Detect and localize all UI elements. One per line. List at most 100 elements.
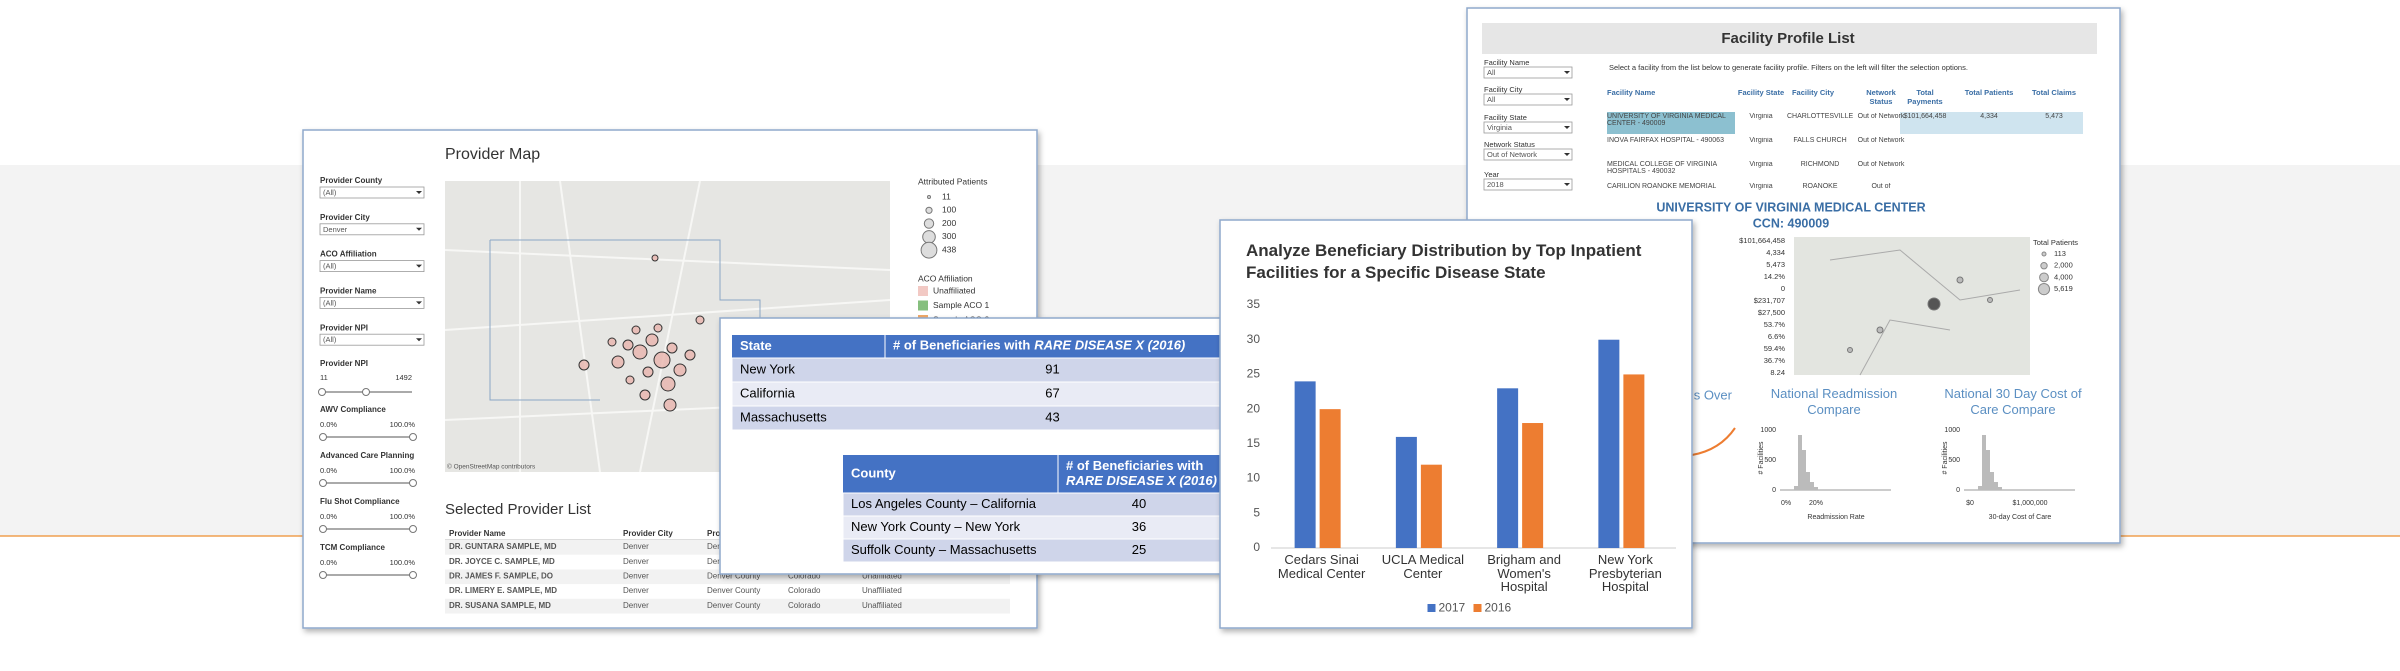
table-cell: 67 — [1045, 385, 1059, 400]
list-cell: Colorado — [788, 572, 821, 581]
legend-size-label: 11 — [942, 191, 951, 201]
hist-x-tick: 20% — [1809, 500, 1823, 507]
list-cell: Denver — [623, 586, 649, 595]
caret — [416, 264, 422, 268]
table-header-box: Network Status — [1866, 88, 1896, 106]
slider-knob — [409, 571, 417, 579]
bar-chart-panel: Analyze Beneficiary Distribution by Top … — [1219, 219, 1693, 629]
map-point — [611, 355, 625, 369]
bar — [1522, 423, 1544, 548]
dropdown — [319, 260, 425, 273]
table-cell: Virginia — [1749, 113, 1773, 120]
hist-x-label: Readmission Rate — [1807, 514, 1864, 521]
table-cell-box: Out of Network — [1858, 137, 1905, 144]
x-tick-label: Cedars Sinai Medical Center — [1277, 553, 1366, 581]
bar — [1319, 409, 1341, 548]
x-tick-label: UCLA Medical Center — [1381, 553, 1465, 581]
legend-label: 2,000 — [2054, 261, 2073, 270]
table-cell-box: Out of Network — [1857, 113, 1905, 120]
table-cell: Out of Network — [1857, 113, 1905, 120]
metric: 4,334 — [1766, 248, 1785, 257]
map-point — [673, 363, 687, 377]
table-cell-box: INOVA FAIRFAX HOSPITAL - 490063 — [1607, 137, 1724, 144]
map-point — [653, 351, 671, 369]
list-header: Provider City — [623, 529, 673, 538]
dropdown-value: (All) — [323, 298, 337, 307]
table-cell-box: Virginia — [1749, 161, 1773, 168]
map-point — [684, 349, 696, 361]
dropdown — [1483, 93, 1573, 106]
table-cell-box: Virginia — [1749, 137, 1772, 144]
table-cell: Virginia — [1749, 161, 1773, 168]
slider-max: 100.0% — [390, 466, 416, 475]
caret — [1564, 98, 1570, 101]
table-header-box: Facility Name — [1607, 88, 1655, 97]
table-cell: 36 — [1132, 519, 1146, 534]
x-tick-label-box: Cedars Sinai Medical Center — [1277, 553, 1366, 581]
y-tick-label: 5 — [1253, 505, 1260, 519]
x-tick-label: Brigham and Women's Hospital — [1487, 553, 1561, 595]
table-cell-box: CARILION ROANOKE MEMORIAL — [1607, 183, 1716, 190]
metric: 5,473 — [1766, 260, 1785, 269]
table-cell: New York — [740, 361, 795, 376]
hist-y-label: # Facilities — [1758, 441, 1765, 475]
table-cell: Suffolk County – Massachusetts — [851, 542, 1037, 557]
table-header-box: Facility City — [1792, 88, 1834, 97]
map-point — [631, 325, 641, 335]
metric: 59.4% — [1764, 344, 1786, 353]
table-header: Total Patients — [1964, 88, 2014, 97]
facility-name: UNIVERSITY OF VIRGINIA MEDICAL CENTER — [1656, 200, 1925, 214]
slider-label: TCM Compliance — [320, 543, 385, 552]
y-tick-label: 25 — [1247, 367, 1261, 381]
dropdown-value: (All) — [323, 188, 337, 197]
list-cell: Denver — [623, 557, 649, 566]
legend-label: 5,619 — [2054, 284, 2073, 293]
legend-size-label: 200 — [942, 218, 956, 228]
y-tick-label: 15 — [1247, 436, 1261, 450]
dropdown — [319, 296, 425, 309]
title-bar — [1482, 23, 2097, 54]
table-header: # of Beneficiaries with RARE DISEASE X (2… — [893, 338, 1185, 353]
slider-knob — [409, 433, 417, 441]
hist-y-tick: 1000 — [1944, 427, 1960, 434]
dropdown-value: Virginia — [1487, 123, 1513, 132]
map-point — [1927, 297, 1941, 311]
table-header: # of Beneficiaries with RARE DISEASE X (2… — [1066, 458, 1217, 488]
table-cell-box: UNIVERSITY OF VIRGINIA MEDICAL CENTER - … — [1607, 113, 1726, 127]
table-cell: 5,473 — [2045, 113, 2063, 120]
hist-bar — [1986, 450, 1990, 490]
table-cell: RICHMOND — [1800, 161, 1840, 168]
metric: 8.24 — [1770, 368, 1785, 377]
map-point — [660, 376, 676, 392]
hist-bar — [1810, 482, 1814, 490]
table-cell-box: 4,334 — [1980, 113, 1998, 120]
hist-y-tick: 1000 — [1760, 427, 1776, 434]
row-bg — [731, 405, 1221, 431]
hist-bar — [1814, 487, 1818, 490]
list-cell: DR. LIMERY E. SAMPLE, MD — [449, 586, 557, 595]
caret — [416, 338, 422, 342]
table-cell-box: FALLS CHURCH — [1793, 137, 1846, 144]
table-cell: Los Angeles County – California — [851, 496, 1037, 511]
table-header-bg — [732, 335, 1220, 358]
dropdown-value: All — [1487, 95, 1496, 104]
map-point — [1956, 276, 1964, 284]
slider-max: 100.0% — [390, 558, 416, 567]
list-title: Selected Provider List — [445, 501, 592, 518]
list-cell: Unaffiliated — [862, 601, 902, 610]
legend-label: 2017 — [1439, 601, 1466, 615]
map-point — [695, 315, 705, 325]
list-header: Provider Name — [449, 529, 506, 538]
header-emphasis: RARE DISEASE X (2016) — [1034, 338, 1185, 353]
hist-y-tick: 500 — [1764, 457, 1776, 464]
hist-bar — [1990, 472, 1994, 490]
table-cell-box: Out of — [1871, 183, 1890, 190]
table-cell: CHARLOTTESVILLE — [1787, 113, 1853, 120]
instruction: Select a facility from the list below to… — [1609, 63, 1968, 72]
caret — [416, 227, 422, 231]
legend-swatch — [918, 286, 928, 296]
map-point — [645, 333, 659, 347]
hist-bar — [1806, 472, 1810, 490]
legend-label: Unaffiliated — [933, 285, 976, 295]
